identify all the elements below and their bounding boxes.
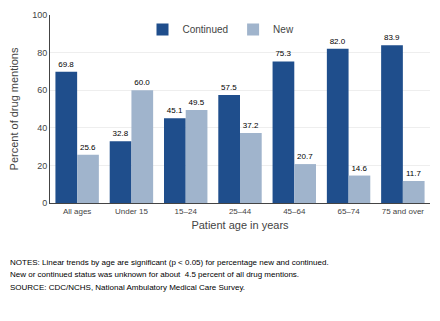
svg-text:83.9: 83.9 <box>384 33 400 42</box>
svg-text:65–74: 65–74 <box>337 207 360 216</box>
svg-text:37.2: 37.2 <box>243 121 259 130</box>
svg-text:11.7: 11.7 <box>406 169 422 178</box>
svg-text:60: 60 <box>37 85 47 95</box>
svg-text:Patient age in years: Patient age in years <box>191 219 289 231</box>
svg-text:All ages: All ages <box>63 207 91 216</box>
svg-text:75.3: 75.3 <box>275 49 291 58</box>
svg-text:Continued: Continued <box>183 24 229 35</box>
svg-text:SOURCE: CDC/NCHS, National Amb: SOURCE: CDC/NCHS, National Ambulatory Me… <box>10 283 245 292</box>
svg-text:Under 15: Under 15 <box>115 207 148 216</box>
svg-text:Percent of drug mentions: Percent of drug mentions <box>8 47 20 170</box>
svg-text:57.5: 57.5 <box>221 83 237 92</box>
svg-text:82.0: 82.0 <box>330 37 346 46</box>
svg-text:NOTES: Linear trends by age ar: NOTES: Linear trends by age are signific… <box>10 258 329 267</box>
svg-text:25.6: 25.6 <box>80 143 96 152</box>
svg-text:100: 100 <box>32 10 47 20</box>
svg-text:0: 0 <box>42 198 47 208</box>
svg-text:69.8: 69.8 <box>58 60 74 69</box>
svg-text:New or continued status was un: New or continued status was unknown for … <box>10 270 299 279</box>
svg-text:49.5: 49.5 <box>189 98 205 107</box>
svg-text:45.1: 45.1 <box>167 106 183 115</box>
svg-text:New: New <box>273 24 294 35</box>
svg-text:32.8: 32.8 <box>113 129 129 138</box>
svg-text:60.0: 60.0 <box>134 78 150 87</box>
svg-text:80: 80 <box>37 48 47 58</box>
svg-text:14.6: 14.6 <box>351 164 367 173</box>
svg-text:20.7: 20.7 <box>297 152 313 161</box>
svg-text:25–44: 25–44 <box>229 207 252 216</box>
svg-text:20: 20 <box>37 161 47 171</box>
svg-text:45–64: 45–64 <box>283 207 306 216</box>
svg-text:40: 40 <box>37 123 47 133</box>
svg-text:75 and over: 75 and over <box>382 207 425 216</box>
svg-text:15–24: 15–24 <box>175 207 198 216</box>
